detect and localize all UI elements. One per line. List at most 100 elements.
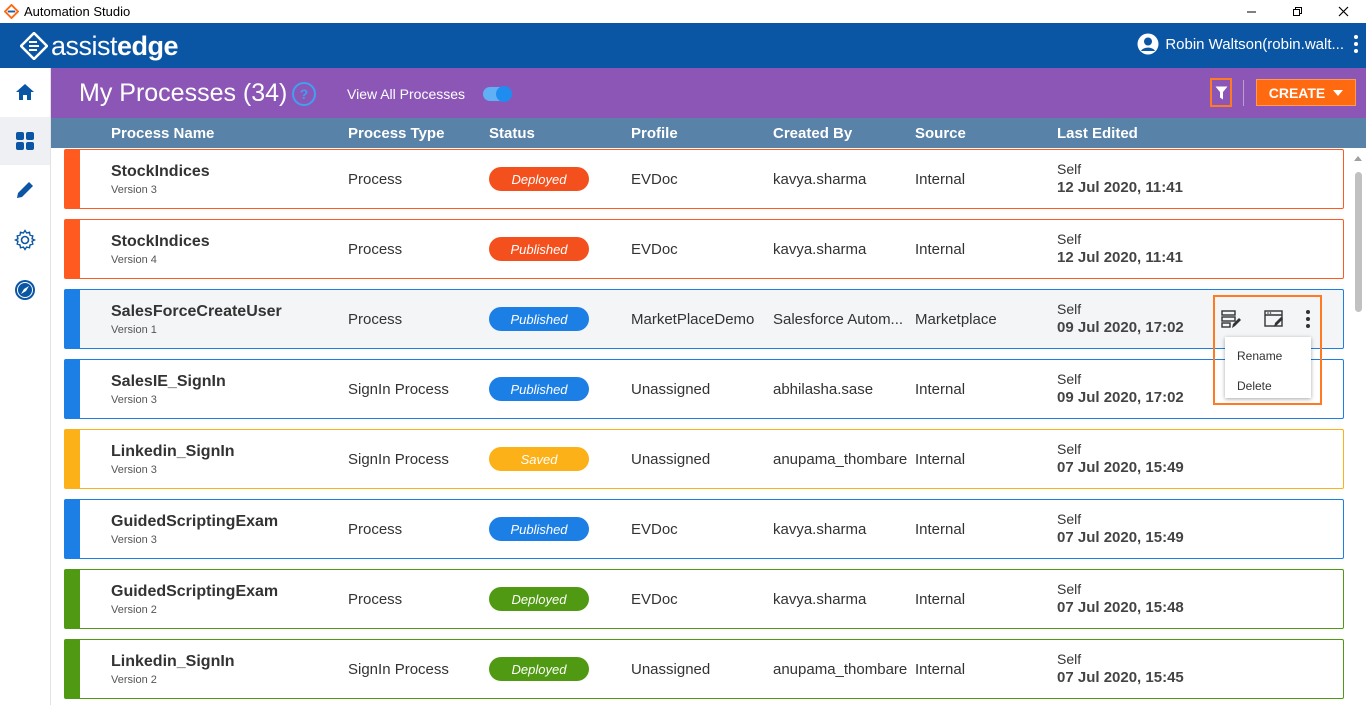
process-name: GuidedScriptingExam (111, 583, 279, 600)
process-name: Linkedin_SignIn (111, 653, 235, 670)
process-name: Linkedin_SignIn (111, 443, 235, 460)
status-badge: Deployed (489, 167, 589, 191)
table-row[interactable]: StockIndices Version 3 Process Deployed … (64, 149, 1344, 209)
column-header-created-by[interactable]: Created By (773, 125, 853, 142)
edited-by: Self (1057, 581, 1082, 597)
created-by: Salesforce Autom... (773, 311, 904, 328)
last-edited: 12 Jul 2020, 11:41 (1057, 249, 1183, 266)
sidebar-item-home[interactable] (0, 68, 50, 116)
profile: MarketPlaceDemo (631, 311, 755, 328)
logo-text: assistedge (51, 30, 179, 61)
source: Internal (915, 241, 966, 258)
sidebar (0, 68, 51, 705)
filter-button[interactable] (1210, 78, 1232, 107)
created-by: kavya.sharma (773, 591, 867, 608)
process-name: SalesForceCreateUser (111, 303, 282, 320)
table-row[interactable]: SalesIE_SignIn Version 3 SignIn Process … (64, 359, 1344, 419)
status-badge: Published (489, 377, 589, 401)
minimize-icon (1246, 11, 1256, 13)
edit-flow-icon[interactable] (1220, 308, 1242, 330)
process-version: Version 3 (111, 394, 157, 406)
profile: EVDoc (631, 241, 678, 258)
process-version: Version 3 (111, 464, 157, 476)
column-header-status[interactable]: Status (489, 125, 535, 142)
last-edited: 09 Jul 2020, 17:02 (1057, 389, 1184, 406)
sidebar-item-edit[interactable] (0, 166, 50, 214)
edited-by: Self (1057, 371, 1082, 387)
last-edited: 09 Jul 2020, 17:02 (1057, 319, 1184, 336)
source: Internal (915, 521, 966, 538)
scroll-up-arrow-icon[interactable] (1354, 156, 1362, 161)
process-type: Process (348, 521, 403, 538)
column-header-profile[interactable]: Profile (631, 125, 678, 142)
window-title: Automation Studio (24, 4, 131, 19)
table-row[interactable]: GuidedScriptingExam Version 3 Process Pu… (64, 499, 1344, 559)
edited-by: Self (1057, 511, 1082, 527)
filter-icon (1215, 86, 1227, 99)
row-actions: Rename Delete (1213, 295, 1322, 405)
profile: Unassigned (631, 661, 711, 678)
table-row[interactable]: GuidedScriptingExam Version 2 Process De… (64, 569, 1344, 629)
created-by: kavya.sharma (773, 521, 867, 538)
minimize-button[interactable] (1228, 0, 1274, 23)
help-icon[interactable]: ? (292, 82, 316, 106)
source: Internal (915, 591, 966, 608)
page-title: My Processes (34) (79, 79, 288, 107)
window-titlebar: Automation Studio (0, 0, 1366, 23)
table-row[interactable]: SalesForceCreateUser Version 1 Process P… (64, 289, 1344, 349)
last-edited: 07 Jul 2020, 15:48 (1057, 599, 1184, 616)
pencil-icon (17, 182, 33, 198)
profile: Unassigned (631, 451, 711, 468)
row-more-options-icon[interactable] (1306, 310, 1310, 328)
column-header-source[interactable]: Source (915, 125, 966, 142)
process-version: Version 4 (111, 254, 157, 266)
edit-window-icon[interactable] (1263, 308, 1285, 330)
menu-item-delete[interactable]: Delete (1237, 379, 1272, 393)
profile: EVDoc (631, 171, 678, 188)
restore-icon (1292, 7, 1302, 16)
column-header-process-name[interactable]: Process Name (111, 125, 215, 142)
menu-item-rename[interactable]: Rename (1237, 349, 1283, 363)
table-row[interactable]: Linkedin_SignIn Version 2 SignIn Process… (64, 639, 1344, 699)
status-badge: Saved (489, 447, 589, 471)
brand-bar: assistedge Robin Waltson(robin.walt... (0, 23, 1366, 68)
column-header-last-edited[interactable]: Last Edited (1057, 125, 1138, 142)
home-icon (16, 84, 34, 100)
edited-by: Self (1057, 441, 1082, 457)
source: Internal (915, 171, 966, 188)
profile: EVDoc (631, 591, 678, 608)
caret-down-icon (1333, 89, 1344, 96)
create-button[interactable]: CREATE (1256, 79, 1356, 106)
automation-studio-logo-icon (4, 4, 19, 19)
table-row[interactable]: StockIndices Version 4 Process Published… (64, 219, 1344, 279)
profile: EVDoc (631, 521, 678, 538)
close-button[interactable] (1320, 0, 1366, 23)
sidebar-item-settings[interactable] (0, 216, 50, 264)
created-by: kavya.sharma (773, 171, 867, 188)
column-header-process-type[interactable]: Process Type (348, 125, 445, 142)
process-name: StockIndices (111, 233, 210, 250)
close-icon (1338, 6, 1348, 17)
user-menu[interactable]: Robin Waltson(robin.walt... (1137, 33, 1358, 55)
process-version: Version 2 (111, 674, 157, 686)
dashboard-grid-icon (16, 132, 34, 150)
created-by: abhilasha.sase (773, 381, 874, 398)
edited-by: Self (1057, 651, 1082, 667)
vertical-scrollbar[interactable] (1351, 148, 1366, 705)
sidebar-item-explore[interactable] (0, 266, 50, 314)
user-name: Robin Waltson(robin.walt... (1165, 35, 1344, 53)
sidebar-item-dashboard[interactable] (0, 117, 50, 165)
assistedge-logo-icon (20, 32, 48, 60)
more-options-icon[interactable] (1354, 35, 1358, 53)
table-row[interactable]: Linkedin_SignIn Version 3 SignIn Process… (64, 429, 1344, 489)
scrollbar-thumb[interactable] (1355, 172, 1362, 312)
process-version: Version 3 (111, 184, 157, 196)
view-all-processes-toggle[interactable] (483, 86, 512, 102)
restore-button[interactable] (1274, 0, 1320, 23)
toggle-knob (496, 86, 512, 102)
process-version: Version 2 (111, 604, 157, 616)
gear-icon (14, 229, 36, 251)
process-name: StockIndices (111, 163, 210, 180)
page-header: My Processes (34) ? View All Processes C… (51, 68, 1366, 118)
row-context-menu: Rename Delete (1225, 337, 1311, 398)
